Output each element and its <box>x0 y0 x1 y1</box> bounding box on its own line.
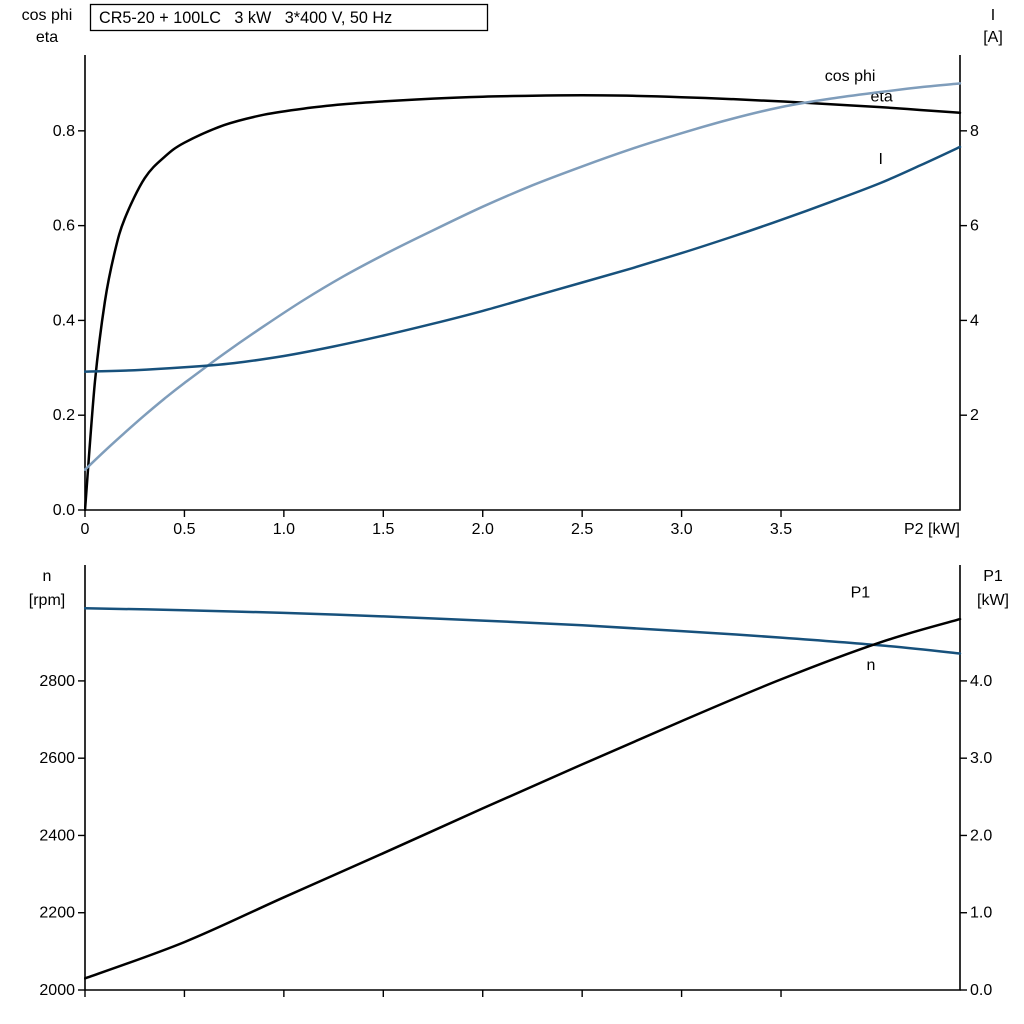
input-power-curve <box>84 617 962 980</box>
right-axis-title-line: [A] <box>983 29 1003 46</box>
left-axis-ticks: 0.0 0.2 0.4 0.6 0.8 <box>53 123 85 519</box>
right-axis-title-line: [kW] <box>977 592 1009 609</box>
left-tick-label: 0.8 <box>53 123 75 140</box>
chart-title: CR5-20 + 100LC 3 kW 3*400 V, 50 Hz <box>99 9 392 27</box>
left-axis-title-line: n <box>43 568 52 585</box>
left-tick-label: 2600 <box>39 750 75 767</box>
left-tick-label: 2000 <box>39 982 75 999</box>
x-tick-label: 1.0 <box>273 521 295 538</box>
right-tick-label: 4 <box>970 312 979 329</box>
x-tick-label: 2.0 <box>472 521 494 538</box>
left-tick-label: 0.0 <box>53 502 75 519</box>
left-axis-title-line: [rpm] <box>29 592 65 609</box>
left-axis-title-line: eta <box>36 29 58 46</box>
axis-frame <box>84 55 961 511</box>
right-tick-label: 2.0 <box>970 827 992 844</box>
left-axis-title-line: cos phi <box>22 7 73 24</box>
x-tick-label: 1.5 <box>372 521 394 538</box>
current-curve <box>84 145 962 373</box>
right-tick-label: 6 <box>970 218 979 235</box>
left-tick-label: 2400 <box>39 827 75 844</box>
left-tick-label: 0.6 <box>53 218 75 235</box>
chart-title-box <box>89 3 489 32</box>
left-axis-ticks: 2000 2200 2400 2600 2800 <box>39 673 85 999</box>
x-axis-ticks: 0 0.5 1.0 1.5 2.0 2.5 3.0 3.5 <box>81 510 792 538</box>
right-axis-ticks: 2 4 6 8 <box>960 123 979 424</box>
x-tick-label: 0 <box>81 521 90 538</box>
right-tick-label: 3.0 <box>970 750 992 767</box>
x-tick-label: 3.0 <box>670 521 692 538</box>
electrical-characteristics-panel: 0 0.5 1.0 1.5 2.0 2.5 3.0 3.5 P2 [kW]0.00.20.40.… <box>22 3 1003 538</box>
x-tick-label: 2.5 <box>571 521 593 538</box>
cos-phi-curve <box>84 82 962 471</box>
speed-curve-label: n <box>867 657 876 674</box>
left-tick-label: 0.4 <box>53 312 75 329</box>
eta-curve <box>84 94 962 511</box>
right-tick-label: 2 <box>970 407 979 424</box>
x-tick-label: 0.5 <box>173 521 195 538</box>
cos-phi-curve-label: cos phi <box>825 68 876 85</box>
x-axis-title: P2 [kW] <box>904 521 960 538</box>
right-axis-title-line: P1 <box>983 568 1003 585</box>
axis-frame <box>84 565 961 991</box>
right-axis-ticks: 0.0 1.0 2.0 3.0 4.0 <box>960 673 992 999</box>
x-axis-ticks <box>84 990 782 997</box>
right-tick-label: 8 <box>970 123 979 140</box>
left-tick-label: 2800 <box>39 673 75 690</box>
speed-power-panel: 2000 2200 2400 2600 2800 0.0 1.0 2.0 3.0 4.0 n [rpm… <box>29 565 1009 999</box>
speed-curve <box>84 607 962 655</box>
right-tick-label: 1.0 <box>970 905 992 922</box>
current-curve-label: I <box>878 151 882 168</box>
right-tick-label: 4.0 <box>970 673 992 690</box>
left-tick-label: 2200 <box>39 905 75 922</box>
x-tick-label: 3.5 <box>770 521 792 538</box>
left-tick-label: 0.2 <box>53 407 75 424</box>
right-axis-title-line: I <box>991 7 995 24</box>
right-tick-label: 0.0 <box>970 982 992 999</box>
input-power-curve-label: P1 <box>851 584 871 601</box>
